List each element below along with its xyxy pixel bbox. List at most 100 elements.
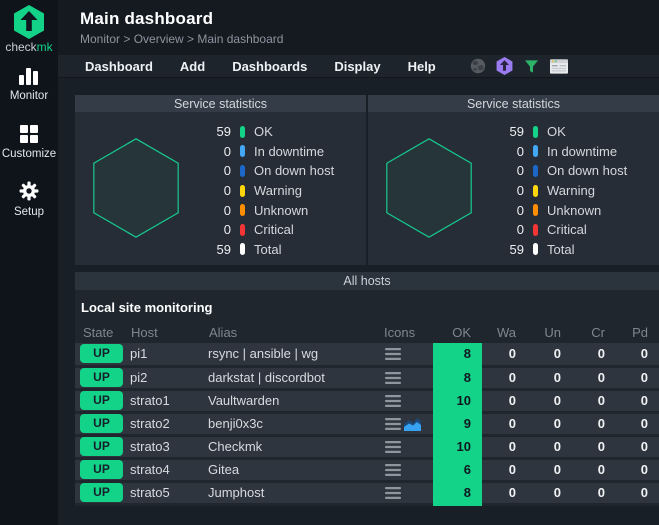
- menu-icon[interactable]: [385, 440, 401, 453]
- window-icon[interactable]: [549, 57, 568, 75]
- unknown-count-cell[interactable]: 0: [527, 481, 572, 506]
- warning-count-cell[interactable]: 0: [482, 481, 527, 506]
- graph-icon[interactable]: [404, 417, 421, 431]
- column-header-alias[interactable]: Alias: [209, 324, 238, 340]
- checkmk-hexagon-icon[interactable]: [496, 57, 514, 75]
- breadcrumb[interactable]: Monitor > Overview > Main dashboard: [80, 32, 284, 46]
- menu-icon[interactable]: [385, 394, 401, 407]
- menu-item-help[interactable]: Help: [407, 58, 436, 74]
- stat-row-critical[interactable]: 0 Critical: [193, 220, 362, 240]
- warning-count-cell[interactable]: 0: [482, 458, 527, 483]
- host-link[interactable]: pi2: [130, 370, 148, 385]
- ok-count-cell[interactable]: 8: [433, 481, 482, 506]
- host-link[interactable]: pi1: [130, 346, 148, 362]
- critical-count-cell[interactable]: 0: [572, 389, 616, 414]
- alias-cell: Jumphost: [201, 481, 376, 506]
- state-badge[interactable]: UP: [80, 391, 123, 409]
- state-badge[interactable]: UP: [80, 368, 123, 386]
- warning-count-cell[interactable]: 0: [482, 366, 527, 391]
- stat-row-on-down-host[interactable]: 0 On down host: [486, 161, 655, 181]
- menu-icon[interactable]: [385, 417, 401, 430]
- stat-row-warning[interactable]: 0 Warning: [486, 181, 655, 201]
- state-badge[interactable]: UP: [80, 483, 123, 501]
- unknown-count-cell[interactable]: 0: [527, 412, 572, 437]
- stat-row-warning[interactable]: 0 Warning: [193, 181, 362, 201]
- sidebar-item-customize[interactable]: Customize: [2, 123, 56, 160]
- pending-count-cell[interactable]: 0: [616, 435, 659, 460]
- host-link[interactable]: strato3: [130, 439, 170, 454]
- host-cell: strato3: [123, 435, 201, 460]
- stat-row-on-down-host[interactable]: 0 On down host: [193, 161, 362, 181]
- globe-icon[interactable]: [469, 57, 487, 75]
- menu-icon[interactable]: [385, 371, 401, 384]
- warning-count-cell[interactable]: 0: [482, 435, 527, 460]
- stat-row-ok[interactable]: 59 OK: [193, 122, 362, 142]
- menu-item-display[interactable]: Display: [334, 58, 381, 74]
- column-header-state[interactable]: State: [83, 324, 114, 340]
- host-link[interactable]: strato1: [130, 393, 170, 408]
- unknown-count-cell[interactable]: 0: [527, 458, 572, 483]
- column-header-ok[interactable]: OK: [452, 324, 471, 340]
- unknown-count-cell[interactable]: 0: [527, 389, 572, 414]
- column-header-cr[interactable]: Cr: [591, 324, 605, 340]
- menu-item-dashboard[interactable]: Dashboard: [85, 58, 153, 74]
- pending-count-cell[interactable]: 0: [616, 481, 659, 506]
- hexagon-chart[interactable]: [93, 138, 179, 243]
- menu-icon[interactable]: [385, 347, 401, 360]
- stat-value: 0: [516, 222, 524, 238]
- column-header-pd[interactable]: Pd: [632, 324, 648, 340]
- ok-count-cell[interactable]: 9: [433, 412, 482, 437]
- stat-row-in-downtime[interactable]: 0 In downtime: [486, 142, 655, 162]
- menu-item-add[interactable]: Add: [179, 58, 206, 74]
- pending-count-cell[interactable]: 0: [616, 366, 659, 391]
- state-badge[interactable]: UP: [80, 344, 123, 363]
- column-header-host[interactable]: Host: [131, 324, 158, 340]
- sidebar-item-monitor[interactable]: Monitor: [10, 65, 48, 102]
- pending-count-cell[interactable]: 0: [616, 412, 659, 437]
- critical-count-cell[interactable]: 0: [572, 343, 616, 368]
- ok-count-cell[interactable]: 10: [433, 435, 482, 460]
- warning-count-cell[interactable]: 0: [482, 343, 527, 368]
- state-badge[interactable]: UP: [80, 460, 123, 478]
- stat-row-critical[interactable]: 0 Critical: [486, 220, 655, 240]
- critical-count-cell[interactable]: 0: [572, 435, 616, 460]
- hexagon-chart[interactable]: [386, 138, 472, 243]
- unknown-count-cell[interactable]: 0: [527, 343, 572, 368]
- critical-count-cell[interactable]: 0: [572, 481, 616, 506]
- menu-item-dashboards[interactable]: Dashboards: [232, 58, 308, 74]
- pending-count-cell[interactable]: 0: [616, 343, 659, 368]
- column-header-un[interactable]: Un: [544, 324, 561, 340]
- critical-count-cell[interactable]: 0: [572, 458, 616, 483]
- stat-row-unknown[interactable]: 0 Unknown: [193, 200, 362, 220]
- stat-row-total[interactable]: 59 Total: [193, 240, 362, 260]
- ok-count-cell[interactable]: 10: [433, 389, 482, 414]
- sidebar-item-setup[interactable]: Setup: [14, 181, 44, 218]
- ok-count-cell[interactable]: 6: [433, 458, 482, 483]
- ok-count-cell[interactable]: 8: [433, 366, 482, 391]
- ok-count-cell[interactable]: 8: [433, 343, 482, 368]
- host-link[interactable]: strato2: [130, 416, 170, 431]
- stat-row-in-downtime[interactable]: 0 In downtime: [193, 142, 362, 162]
- state-badge[interactable]: UP: [80, 414, 123, 432]
- state-badge[interactable]: UP: [80, 437, 123, 455]
- column-header-icons[interactable]: Icons: [384, 324, 416, 340]
- critical-count-cell[interactable]: 0: [572, 412, 616, 437]
- unknown-count-cell[interactable]: 0: [527, 366, 572, 391]
- stat-row-ok[interactable]: 59 OK: [486, 122, 655, 142]
- warning-count-cell[interactable]: 0: [482, 412, 527, 437]
- critical-count-cell[interactable]: 0: [572, 366, 616, 391]
- dashlet-title[interactable]: All hosts: [75, 272, 659, 290]
- pending-count-cell[interactable]: 0: [616, 458, 659, 483]
- pending-count-cell[interactable]: 0: [616, 389, 659, 414]
- host-link[interactable]: strato4: [130, 462, 170, 477]
- host-link[interactable]: strato5: [130, 485, 170, 500]
- column-header-wa[interactable]: Wa: [496, 324, 516, 340]
- checkmk-logo[interactable]: checkmk: [5, 5, 53, 54]
- filter-icon[interactable]: [523, 57, 541, 75]
- warning-count-cell[interactable]: 0: [482, 389, 527, 414]
- menu-icon[interactable]: [385, 486, 401, 499]
- unknown-count-cell[interactable]: 0: [527, 435, 572, 460]
- menu-icon[interactable]: [385, 463, 401, 476]
- stat-row-total[interactable]: 59 Total: [486, 240, 655, 260]
- stat-row-unknown[interactable]: 0 Unknown: [486, 200, 655, 220]
